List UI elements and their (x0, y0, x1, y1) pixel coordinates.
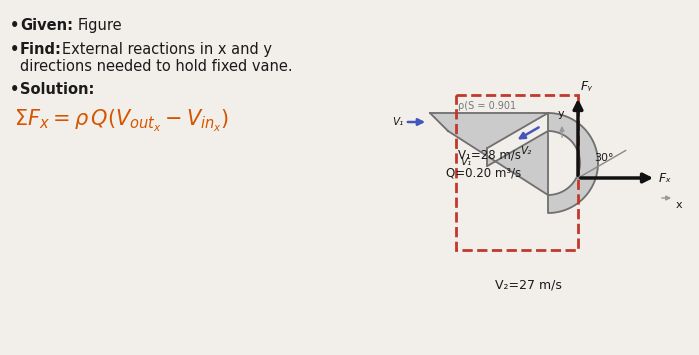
Text: Fᵧ: Fᵧ (581, 80, 593, 93)
Text: Find:: Find: (20, 42, 62, 57)
Text: V₁: V₁ (391, 117, 403, 127)
Text: Fₓ: Fₓ (659, 171, 672, 185)
Text: V₁=28 m/s: V₁=28 m/s (458, 149, 521, 162)
Text: V₂: V₂ (520, 146, 531, 156)
Text: Figure: Figure (78, 18, 122, 33)
Text: •: • (10, 42, 20, 57)
Text: Solution:: Solution: (20, 82, 94, 97)
Text: •: • (10, 82, 20, 97)
Text: 30°: 30° (594, 153, 614, 163)
Text: External reactions in x and y: External reactions in x and y (62, 42, 272, 57)
Text: Given:: Given: (20, 18, 73, 33)
Text: directions needed to hold fixed vane.: directions needed to hold fixed vane. (20, 59, 293, 74)
Text: y: y (558, 109, 564, 119)
Bar (456, 95, 578, 250)
Text: V₂=27 m/s: V₂=27 m/s (495, 278, 561, 291)
Text: $\Sigma F_x = \rho\,Q(V_{out_x} - V_{in_x})$: $\Sigma F_x = \rho\,Q(V_{out_x} - V_{in_… (14, 108, 229, 134)
Text: Q=0.20 m³/s: Q=0.20 m³/s (446, 167, 521, 180)
Polygon shape (430, 113, 598, 213)
Text: x: x (676, 200, 683, 210)
Text: V₁: V₁ (460, 157, 471, 167)
Text: •: • (10, 18, 20, 33)
Text: ρ(S = 0.901: ρ(S = 0.901 (458, 101, 516, 111)
